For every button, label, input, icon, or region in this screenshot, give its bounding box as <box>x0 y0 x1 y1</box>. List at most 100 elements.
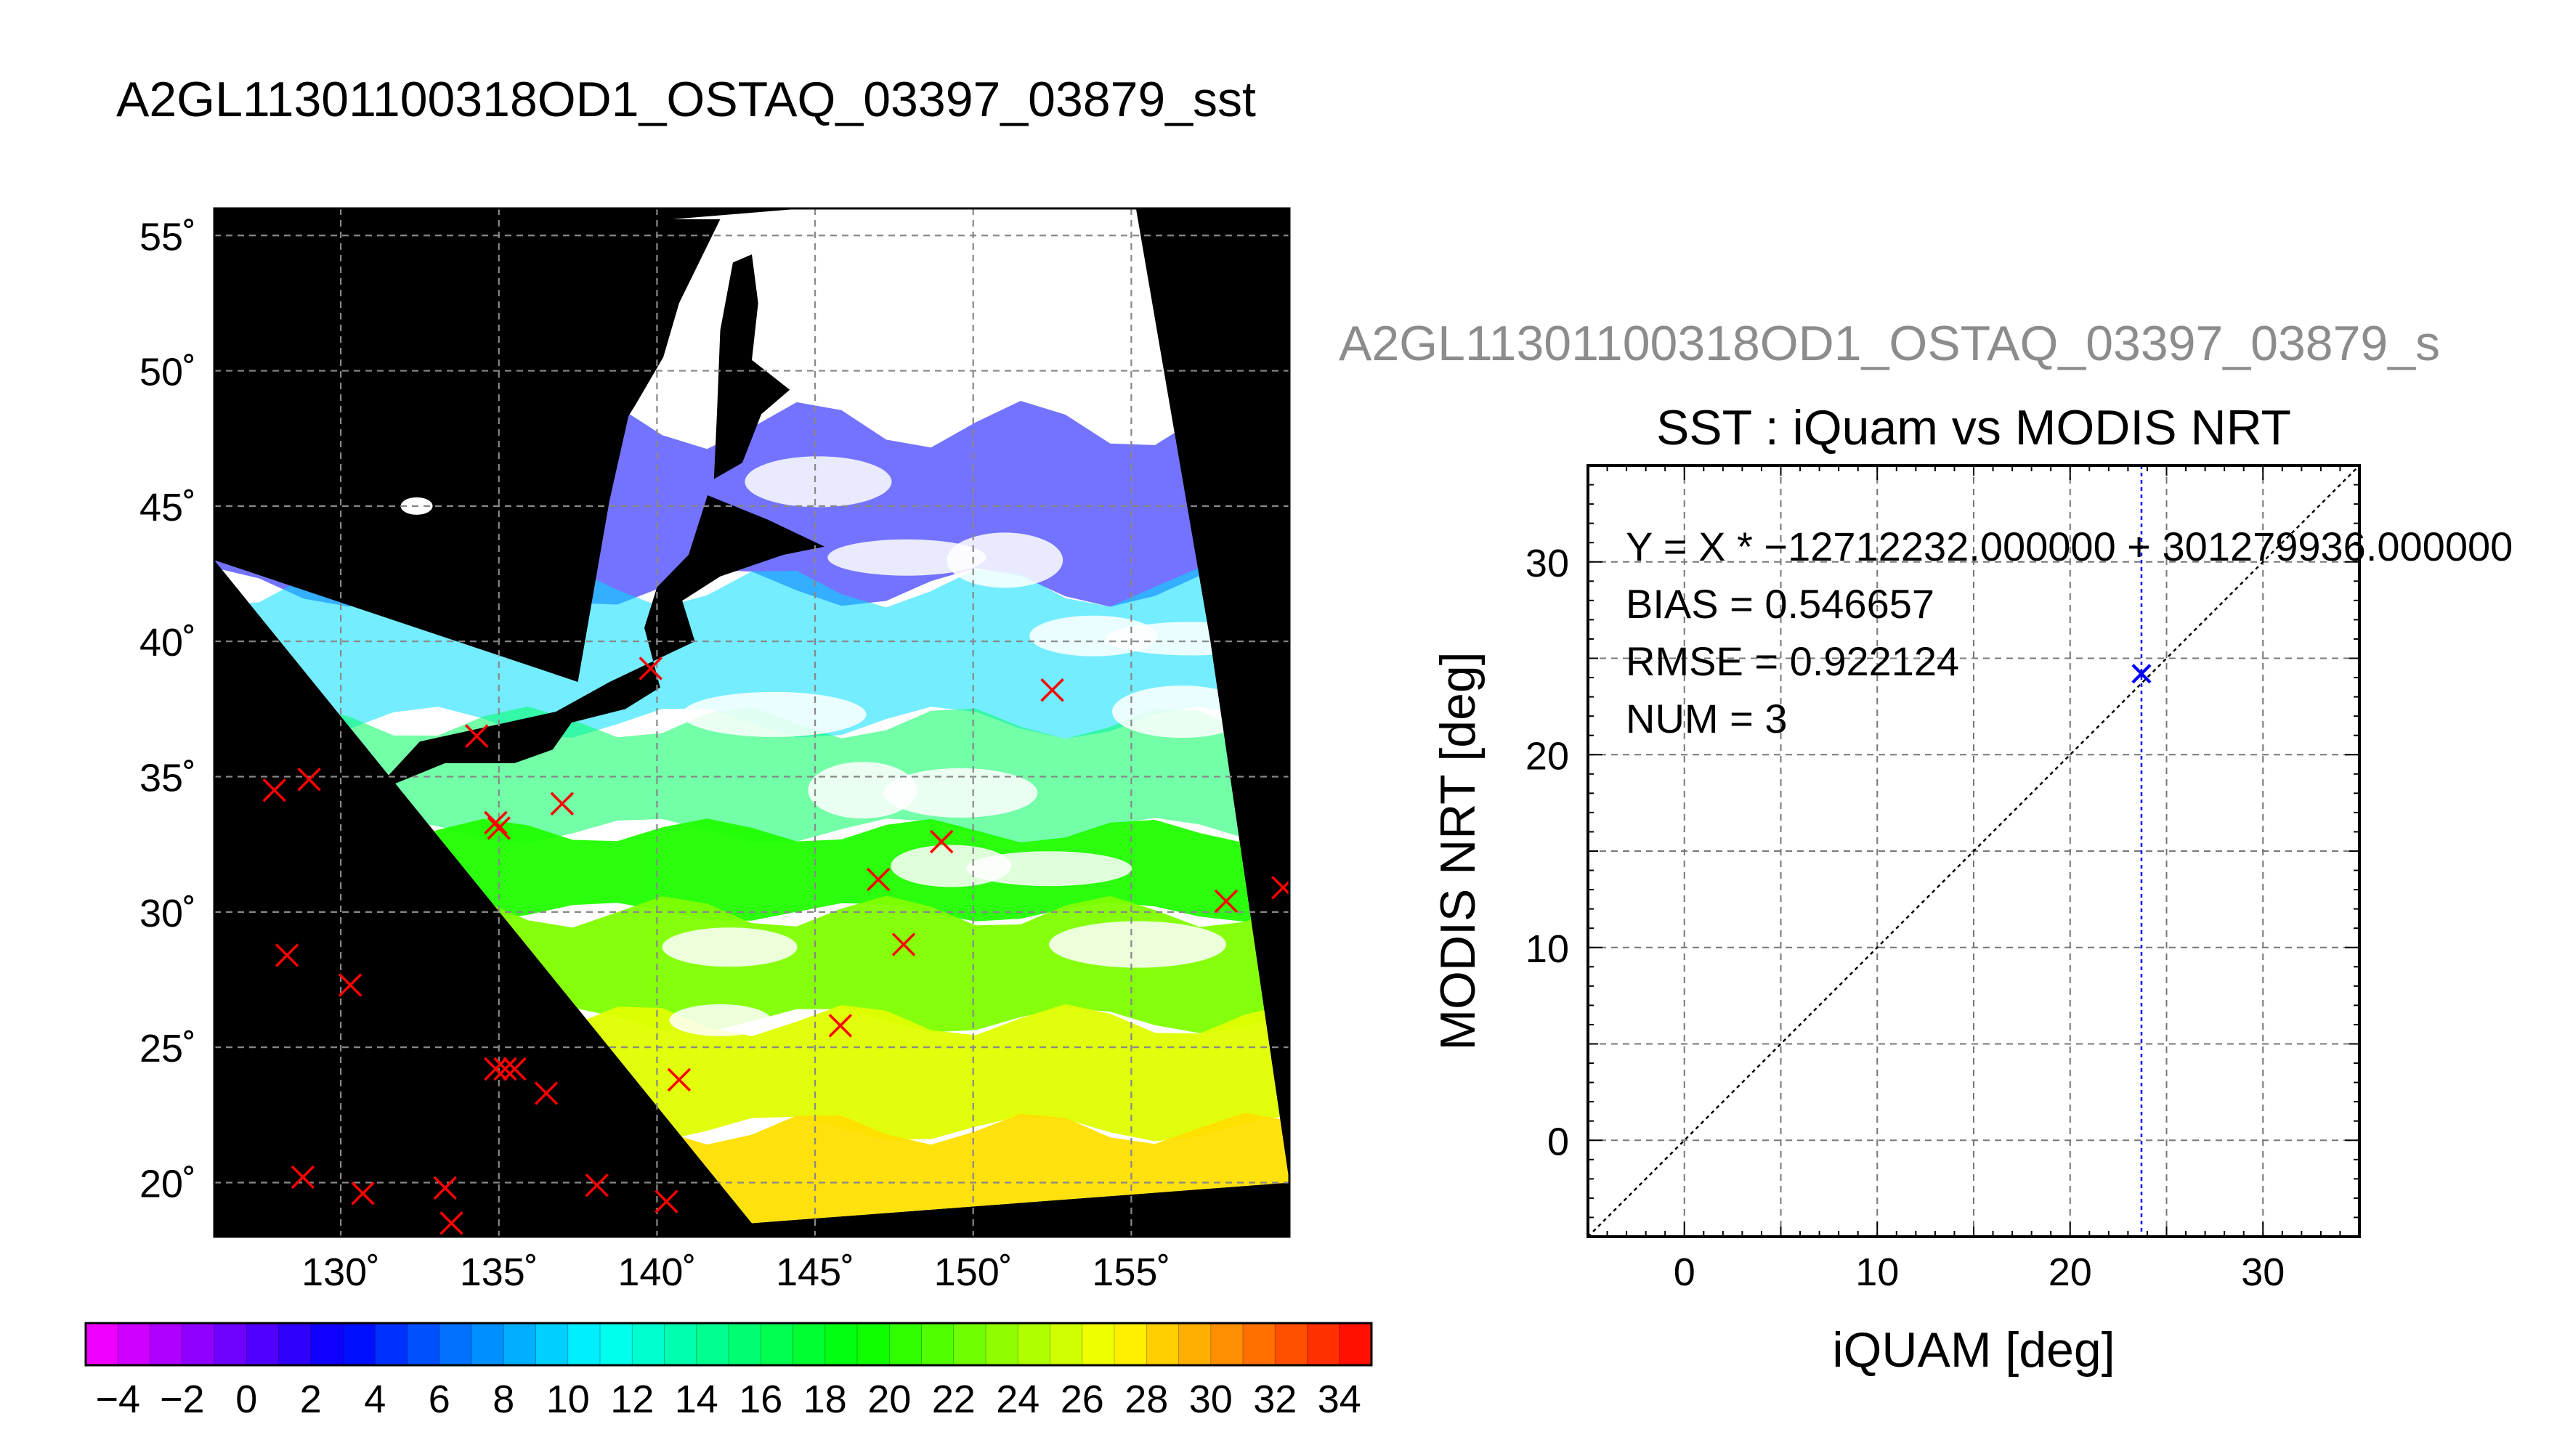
sst-match-marker <box>493 1057 517 1081</box>
scatter-grid <box>1588 465 2359 1237</box>
scatter-annotations: Y = X * −12712232.000000 + 301279936.000… <box>1626 524 2513 741</box>
sst-match-marker <box>828 1014 853 1038</box>
cloud-patch <box>947 532 1063 588</box>
scatter-reference-lines <box>1588 465 2359 1237</box>
colorbar-tick-label: −4 <box>95 1378 140 1421</box>
colorbar-cell <box>1210 1323 1244 1365</box>
lat-tick-label: 45˚ <box>139 486 196 529</box>
sst-match-marker <box>1040 678 1064 702</box>
lon-tick-label: 150˚ <box>934 1250 1013 1294</box>
colorbar-cell <box>118 1323 151 1365</box>
map-lon-labels: 130˚ 135˚ 140˚ 145˚ 150˚ 155˚ <box>301 1250 1170 1294</box>
scatter-x-tick-label: 30 <box>2241 1250 2285 1294</box>
colorbar-tick-label: 8 <box>493 1378 514 1421</box>
colorbar: −4 −2 0 2 4 6 8 10 12 14 16 18 20 22 24 26 28 30 32 34 <box>84 1322 1373 1421</box>
scatter-plot: SST : iQuam vs MODIS NRT 0 10 20 300102030 … <box>1430 400 2513 1378</box>
lon-tick-label: 140˚ <box>617 1250 696 1294</box>
scatter-title: SST : iQuam vs MODIS NRT <box>1656 400 2291 455</box>
colorbar-cell <box>600 1323 633 1365</box>
sst-match-marker <box>351 1182 375 1205</box>
colorbar-cell <box>986 1323 1018 1365</box>
map-grid <box>214 208 1289 1237</box>
colorbar-cell <box>343 1323 376 1365</box>
lat-tick-label: 35˚ <box>139 757 196 800</box>
colorbar-cell <box>535 1323 569 1365</box>
colorbar-cell <box>1339 1323 1372 1365</box>
sst-match-marker <box>550 792 575 816</box>
colorbar-tick-label: 18 <box>803 1378 847 1421</box>
colorbar-cell <box>278 1323 312 1365</box>
lon-tick-label: 155˚ <box>1092 1250 1170 1294</box>
lon-tick-label: 145˚ <box>776 1250 854 1294</box>
colorbar-cell <box>471 1323 504 1365</box>
scatter-x-tick-label: 10 <box>1855 1250 1899 1294</box>
lat-tick-label: 30˚ <box>139 892 196 935</box>
colorbar-cell <box>857 1323 890 1365</box>
colorbar-cell <box>439 1323 472 1365</box>
scatter-y-axis-label: MODIS NRT [deg] <box>1430 651 1486 1050</box>
colorbar-tick-label: 26 <box>1061 1378 1104 1421</box>
scatter-y-tick-label: 0 <box>1547 1120 1569 1163</box>
colorbar-cell <box>1114 1323 1147 1365</box>
land-polygon <box>372 495 825 793</box>
colorbar-cells <box>85 1323 1372 1365</box>
scatter-annotation: BIAS = 0.546657 <box>1626 581 1934 627</box>
map-lat-labels: 20˚ 25˚ 30˚ 35˚ 40˚ 45˚ 50˚ 55˚ <box>139 215 196 1205</box>
colorbar-cell <box>1018 1323 1051 1365</box>
land-polygon <box>713 254 790 479</box>
colorbar-tick-label: 14 <box>675 1378 718 1421</box>
scatter-y-tick-label: 10 <box>1525 927 1569 971</box>
sst-match-marker <box>465 724 489 748</box>
page-title: A2GL11301100318OD1_OSTAQ_03397_03879_sst <box>116 72 1256 127</box>
lat-tick-label: 50˚ <box>139 351 196 394</box>
cloud-patch <box>681 691 867 737</box>
cloud-patch <box>883 768 1038 818</box>
colorbar-cell <box>503 1323 537 1365</box>
scatter-frame <box>1586 464 2361 1238</box>
colorbar-tick-label: 10 <box>546 1378 590 1421</box>
sst-match-marker <box>297 768 321 792</box>
colorbar-tick-label: −2 <box>160 1378 205 1421</box>
sst-match-marker <box>667 1067 692 1092</box>
colorbar-tick-label: 32 <box>1253 1378 1297 1421</box>
colorbar-cell <box>246 1323 280 1365</box>
cloud-patch <box>1049 921 1227 968</box>
colorbar-cell <box>1243 1323 1276 1365</box>
colorbar-tick-label: 16 <box>739 1378 782 1421</box>
lat-tick-label: 25˚ <box>139 1027 196 1070</box>
colorbar-cell <box>761 1323 794 1365</box>
colorbar-tick-label: 12 <box>610 1378 654 1421</box>
colorbar-cell <box>1050 1323 1083 1365</box>
sst-match-marker <box>439 1211 463 1235</box>
colorbar-tick-label: 2 <box>300 1378 322 1421</box>
cloud-patch <box>966 851 1132 887</box>
colorbar-cell <box>1146 1323 1180 1365</box>
sst-match-marker <box>503 1057 527 1081</box>
colorbar-cell <box>407 1323 440 1365</box>
cloud-patch <box>662 927 798 967</box>
colorbar-cell <box>375 1323 408 1365</box>
lon-tick-label: 135˚ <box>460 1250 538 1294</box>
sst-map: 20˚ 25˚ 30˚ 35˚ 40˚ 45˚ 50˚ 55˚ 130˚ 135˚ 140˚ 145… <box>139 207 1291 1294</box>
colorbar-cell <box>664 1323 697 1365</box>
identity-line <box>1588 465 2359 1237</box>
colorbar-cell <box>632 1323 665 1365</box>
lon-tick-label: 130˚ <box>301 1250 380 1294</box>
sst-match-marker <box>891 932 916 956</box>
colorbar-cell <box>1178 1323 1212 1365</box>
colorbar-tick-label: 24 <box>996 1378 1040 1421</box>
sst-match-marker <box>487 816 511 840</box>
sst-match-marker <box>262 778 286 802</box>
colorbar-cell <box>310 1323 344 1365</box>
scatter-y-tick-label: 30 <box>1525 542 1569 585</box>
colorbar-cell <box>150 1323 183 1365</box>
colorbar-cell <box>567 1323 601 1365</box>
scatter-point <box>2131 664 2152 684</box>
cloud-patch <box>745 456 892 508</box>
sst-match-marker <box>433 1176 458 1200</box>
scatter-annotation: NUM = 3 <box>1626 696 1788 741</box>
scatter-annotation: Y = X * −12712232.000000 + 301279936.000… <box>1626 524 2513 569</box>
sst-match-marker <box>291 1165 315 1189</box>
colorbar-tick-label: 4 <box>364 1378 386 1421</box>
map-markers <box>262 656 1289 1235</box>
